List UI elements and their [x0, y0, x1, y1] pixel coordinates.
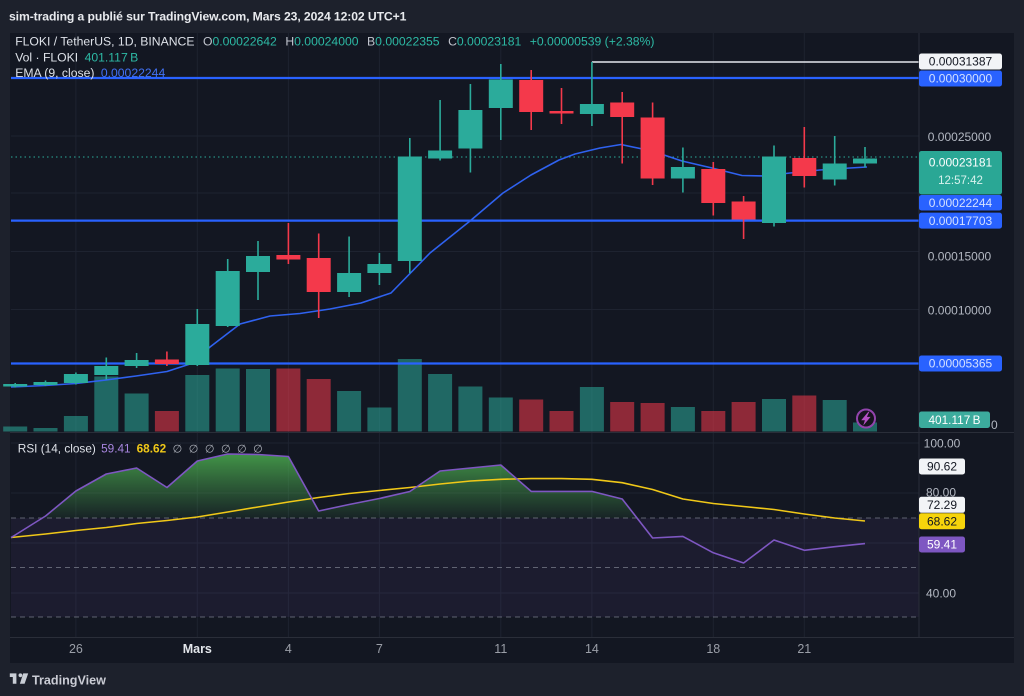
svg-text:EMA (9, close) 0.00022244: EMA (9, close) 0.00022244	[15, 66, 165, 80]
svg-text:59.41: 59.41	[927, 538, 957, 552]
svg-text:4: 4	[285, 642, 292, 656]
svg-text:0.00010000: 0.00010000	[928, 304, 992, 318]
svg-text:0.00025000: 0.00025000	[928, 130, 992, 144]
svg-text:21: 21	[797, 642, 811, 656]
svg-text:TradingView: TradingView	[32, 674, 106, 688]
svg-text:0.00030000: 0.00030000	[929, 72, 993, 86]
svg-text:7: 7	[376, 642, 383, 656]
svg-text:18: 18	[706, 642, 720, 656]
svg-text:12:57:42: 12:57:42	[938, 175, 983, 187]
svg-text:0.00022244: 0.00022244	[929, 196, 993, 210]
svg-text:68.62: 68.62	[927, 514, 957, 528]
svg-text:0.00005365: 0.00005365	[929, 357, 993, 371]
svg-text:0.00023181: 0.00023181	[929, 156, 993, 170]
svg-text:sim-trading a publié sur Tradi: sim-trading a publié sur TradingView.com…	[9, 10, 407, 24]
svg-text:26: 26	[69, 642, 83, 656]
svg-text:80.00: 80.00	[926, 486, 956, 500]
svg-text:0: 0	[991, 418, 998, 432]
svg-text:14: 14	[585, 642, 599, 656]
svg-text:Mars: Mars	[183, 642, 212, 656]
svg-text:72.29: 72.29	[927, 498, 957, 512]
svg-text:40.00: 40.00	[926, 587, 956, 601]
svg-text:90.62: 90.62	[927, 460, 957, 474]
svg-text:0.00031387: 0.00031387	[929, 55, 993, 69]
svg-text:Vol · FLOKI 401.117 B: Vol · FLOKI 401.117 B	[15, 51, 138, 65]
svg-text:100.00: 100.00	[924, 437, 961, 451]
svg-text:401.117 B: 401.117 B	[929, 413, 981, 427]
svg-text:11: 11	[494, 642, 507, 656]
svg-text:0.00015000: 0.00015000	[928, 250, 992, 264]
svg-text:0.00017703: 0.00017703	[929, 214, 993, 228]
